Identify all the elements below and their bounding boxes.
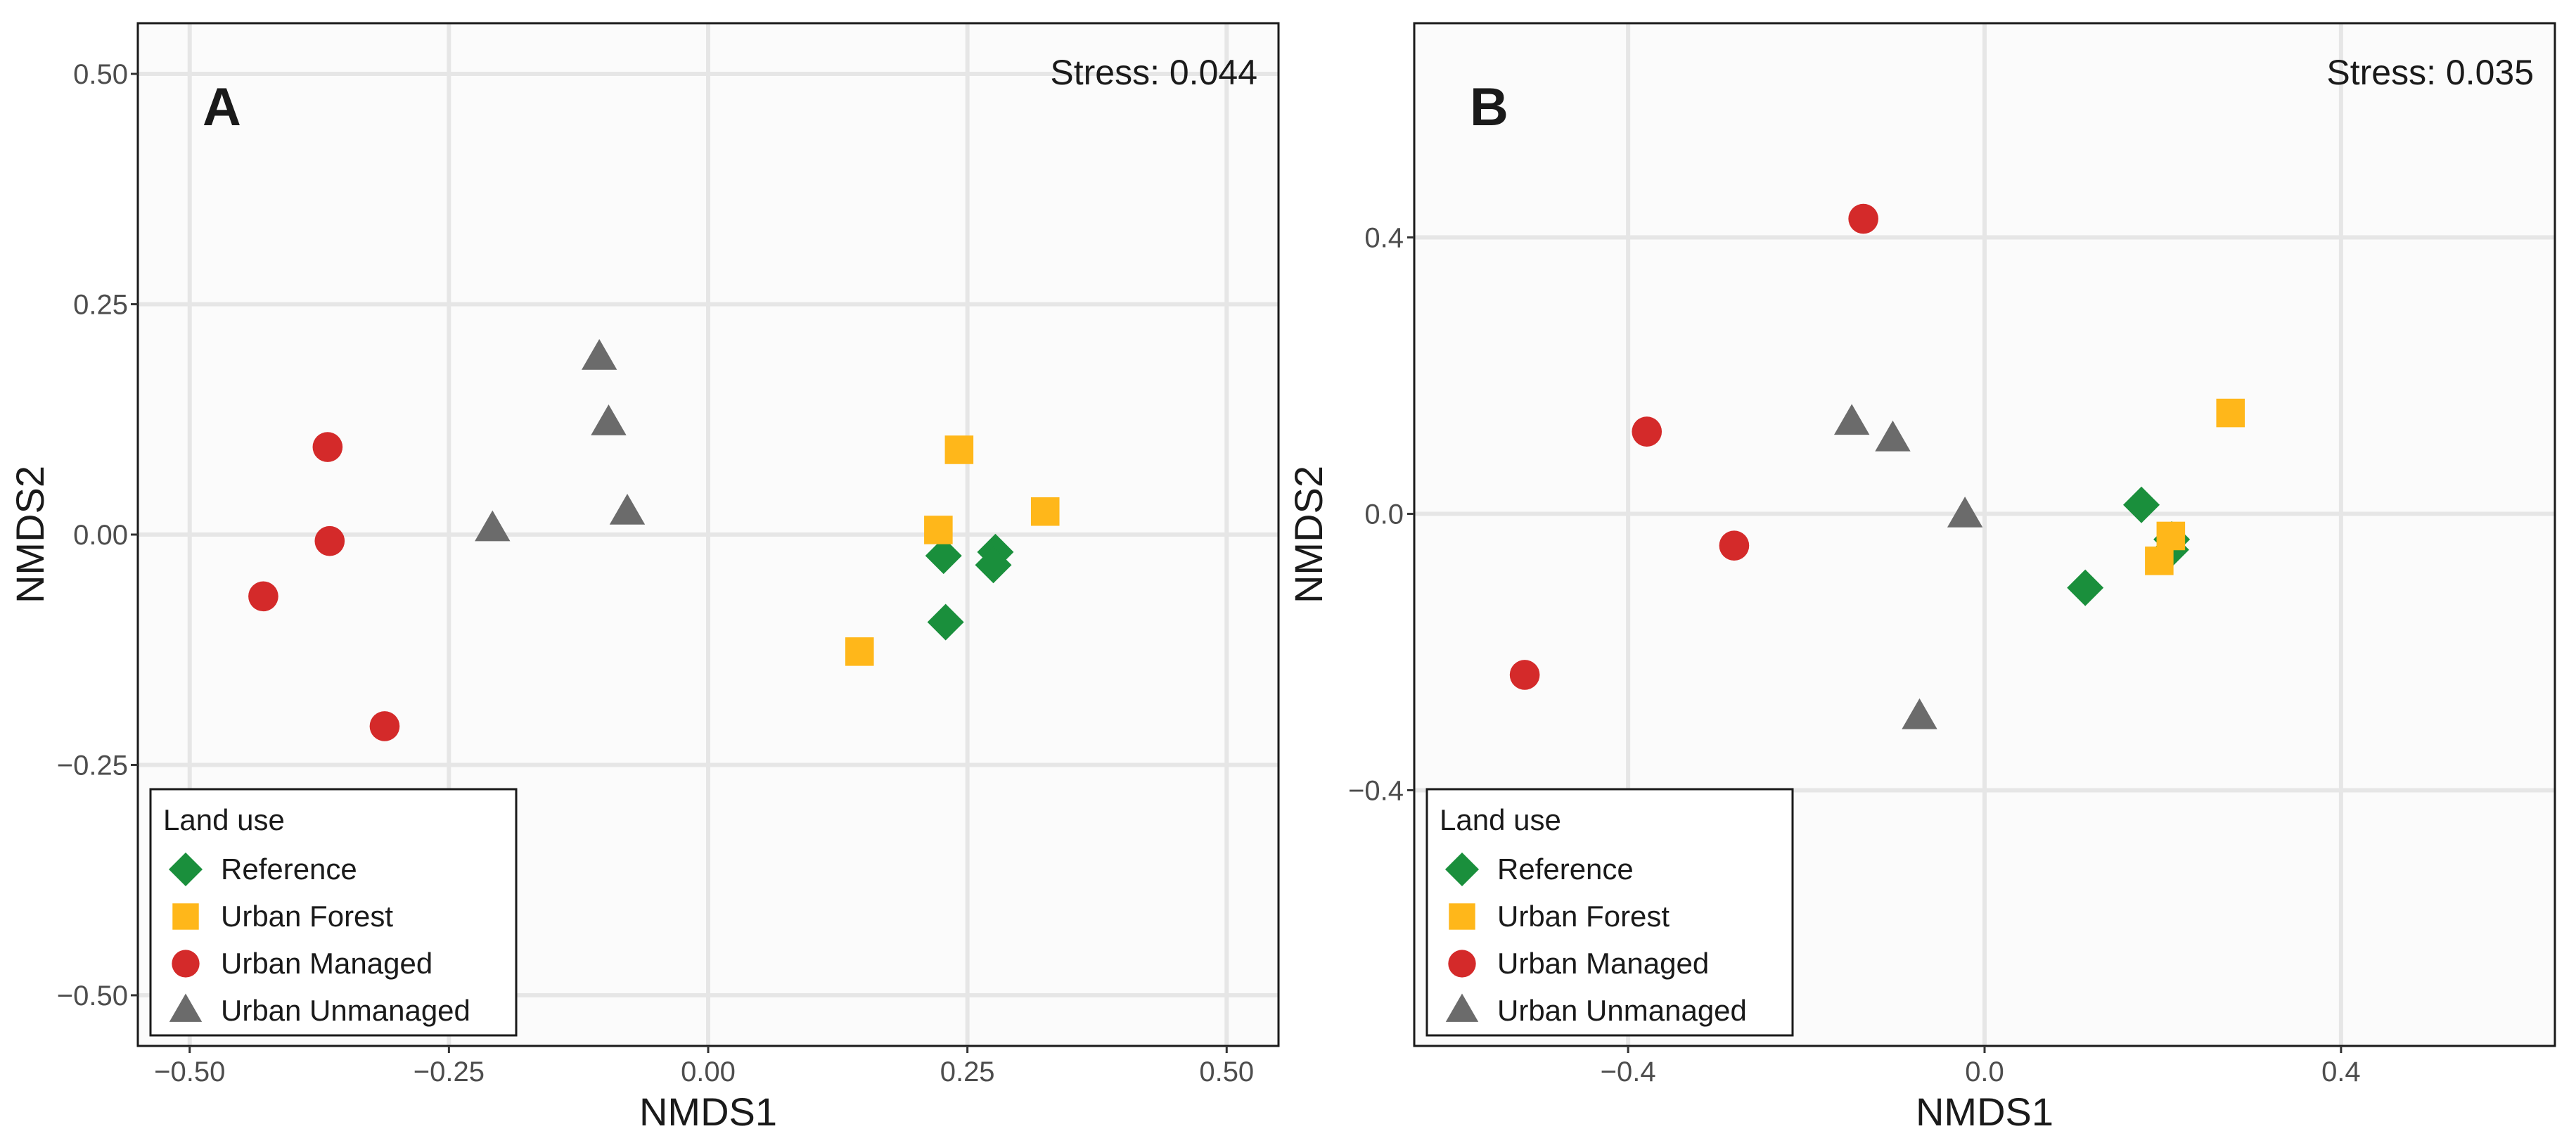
- panel-letter: B: [1470, 77, 1508, 137]
- point-urban-forest: [944, 435, 974, 464]
- x-axis-title: NMDS1: [1916, 1090, 2053, 1134]
- legend-box: [1425, 788, 1794, 1037]
- y-tick-label: −0.50: [57, 981, 128, 1011]
- point-urban-forest: [1030, 497, 1060, 526]
- point-urban-unmanaged: [591, 404, 627, 435]
- legend-label-urban-forest: Urban Forest: [221, 900, 393, 933]
- point-urban-managed: [248, 581, 278, 612]
- point-urban-unmanaged: [1902, 698, 1937, 729]
- x-tick-label: −0.4: [1601, 1056, 1656, 1087]
- x-tick-label: −0.50: [154, 1056, 225, 1087]
- legend-label-urban-managed: Urban Managed: [221, 947, 432, 980]
- chart-panel-a: −0.50 −0.25 0.00 0.25 0.50 −0.50 −0.25 0.00 0.25…: [8, 22, 1280, 1134]
- series-urban-forest: [2145, 398, 2245, 575]
- series-urban-forest: [845, 435, 1060, 666]
- panel-letter: A: [203, 77, 241, 137]
- legend-title: Land use: [163, 803, 285, 836]
- point-urban-unmanaged: [609, 494, 646, 525]
- legend-title: Land use: [1440, 803, 1561, 836]
- x-tick-label: 0.25: [940, 1056, 995, 1087]
- point-urban-unmanaged: [581, 338, 617, 370]
- legend: Land use Reference Urban Forest Urban Manag…: [149, 788, 518, 1037]
- legend-label-urban-managed: Urban Managed: [1497, 947, 1709, 980]
- x-tick-label: 0.50: [1199, 1056, 1254, 1087]
- series-urban-unmanaged: [1833, 404, 1983, 729]
- y-tick-label: 0.0: [1364, 499, 1404, 530]
- series-reference: [925, 533, 1014, 641]
- point-urban-managed: [1719, 530, 1750, 561]
- legend-key-urban-managed: [172, 950, 200, 978]
- x-tick-label: −0.25: [414, 1056, 485, 1087]
- point-reference: [2123, 486, 2160, 523]
- legend-label-reference: Reference: [221, 853, 357, 886]
- point-urban-unmanaged: [1947, 496, 1983, 528]
- y-tick-label: −0.4: [1348, 776, 1404, 807]
- legend-key-urban-forest: [172, 903, 199, 930]
- point-urban-managed: [1848, 203, 1878, 234]
- y-axis-title: NMDS2: [8, 466, 52, 604]
- point-reference: [975, 547, 1012, 584]
- point-urban-forest: [2156, 521, 2186, 551]
- point-urban-managed: [312, 432, 343, 462]
- chart-panel-b: −0.4 0.0 0.4 −0.4 0.0 0.4 NMDS1 NMDS2 B Stress: 0…: [1286, 22, 2556, 1134]
- legend-label-urban-unmanaged: Urban Unmanaged: [1497, 994, 1747, 1027]
- x-tick-label: 0.00: [681, 1056, 736, 1087]
- point-urban-managed: [1632, 416, 1662, 447]
- point-urban-managed: [369, 711, 400, 741]
- legend-label-urban-forest: Urban Forest: [1497, 900, 1670, 933]
- legend-box: [149, 788, 518, 1037]
- legend-key-reference: [169, 853, 203, 886]
- stress-annotation: Stress: 0.035: [2326, 53, 2534, 92]
- point-urban-managed: [1509, 660, 1540, 690]
- legend-key-urban-forest: [1449, 903, 1475, 930]
- point-reference: [2067, 569, 2104, 606]
- point-urban-forest: [2216, 398, 2245, 428]
- x-tick-label: 0.0: [1965, 1056, 2004, 1087]
- legend-label-urban-unmanaged: Urban Unmanaged: [221, 994, 470, 1027]
- point-urban-forest: [2145, 547, 2174, 575]
- series-urban-managed: [1509, 203, 1878, 690]
- y-tick-label: 0.25: [73, 290, 128, 321]
- y-tick-label: 0.50: [73, 59, 128, 90]
- y-axis-title: NMDS2: [1286, 466, 1331, 604]
- y-tick-label: 0.00: [73, 520, 128, 551]
- stress-annotation: Stress: 0.044: [1050, 53, 1257, 92]
- x-tick-label: 0.4: [2321, 1056, 2361, 1087]
- y-tick-label: −0.25: [57, 750, 128, 781]
- y-tick-label: 0.4: [1364, 223, 1404, 254]
- legend-key-reference: [1445, 853, 1479, 886]
- point-urban-unmanaged: [1875, 420, 1911, 452]
- legend-key-urban-unmanaged: [169, 993, 203, 1022]
- legend-label-reference: Reference: [1497, 853, 1634, 886]
- point-urban-forest: [924, 516, 953, 544]
- series-urban-unmanaged: [475, 338, 646, 542]
- legend-key-urban-unmanaged: [1445, 993, 1479, 1022]
- point-reference: [925, 537, 962, 575]
- legend-key-urban-managed: [1448, 950, 1476, 978]
- x-axis-title: NMDS1: [639, 1090, 777, 1134]
- point-urban-managed: [314, 525, 345, 556]
- point-urban-unmanaged: [475, 510, 511, 542]
- series-urban-managed: [248, 432, 400, 741]
- point-urban-unmanaged: [1833, 404, 1870, 435]
- point-reference: [927, 604, 964, 641]
- legend: Land use Reference Urban Forest Urban Manag…: [1425, 788, 1794, 1037]
- point-urban-forest: [845, 637, 874, 666]
